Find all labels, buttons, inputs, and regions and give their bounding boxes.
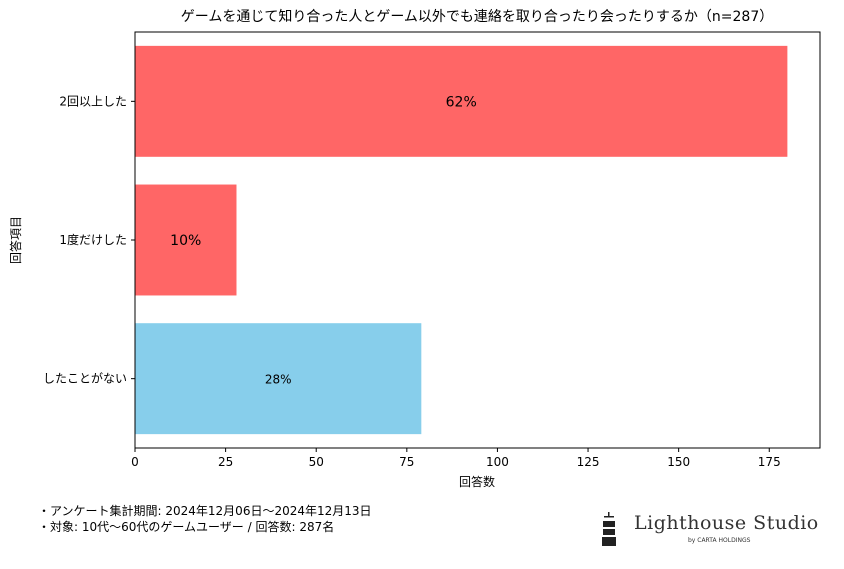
x-tick-label: 75 <box>399 455 414 469</box>
y-tick-label: 2回以上した <box>59 94 127 108</box>
x-tick-label: 150 <box>667 455 690 469</box>
chart-title: ゲームを通じて知り合った人とゲーム以外でも連絡を取り合ったり会ったりするか（n=… <box>181 8 773 25</box>
bar-0 <box>135 45 788 157</box>
x-tick-label: 100 <box>486 455 509 469</box>
bar-1 <box>135 184 237 296</box>
data-label: 10% <box>170 233 201 249</box>
survey-target-note: ・対象: 10代〜60代のゲームユーザー / 回答数: 287名 <box>38 520 335 534</box>
y-axis-label: 回答項目 <box>8 216 23 264</box>
lighthouse-icon <box>602 512 616 546</box>
data-label: 28% <box>265 373 292 387</box>
lighthouse-studio-logo: Lighthouse Studio by CARTA HOLDINGS <box>600 510 820 550</box>
x-tick-label: 175 <box>758 455 781 469</box>
x-tick-label: 50 <box>309 455 324 469</box>
y-tick-label: 1度だけした <box>59 232 127 247</box>
y-tick-label: したことがない <box>43 371 127 386</box>
x-tick-label: 125 <box>577 455 600 469</box>
x-tick-label: 25 <box>218 455 233 469</box>
logo-name: Lighthouse Studio <box>634 512 819 534</box>
x-tick-label: 0 <box>131 455 139 469</box>
logo-sub: by CARTA HOLDINGS <box>688 537 751 544</box>
x-axis-label: 回答数 <box>459 474 495 489</box>
bar-2 <box>135 323 422 435</box>
data-label: 62% <box>446 94 477 110</box>
survey-period-note: ・アンケート集計期間: 2024年12月06日〜2024年12月13日 <box>38 504 372 518</box>
